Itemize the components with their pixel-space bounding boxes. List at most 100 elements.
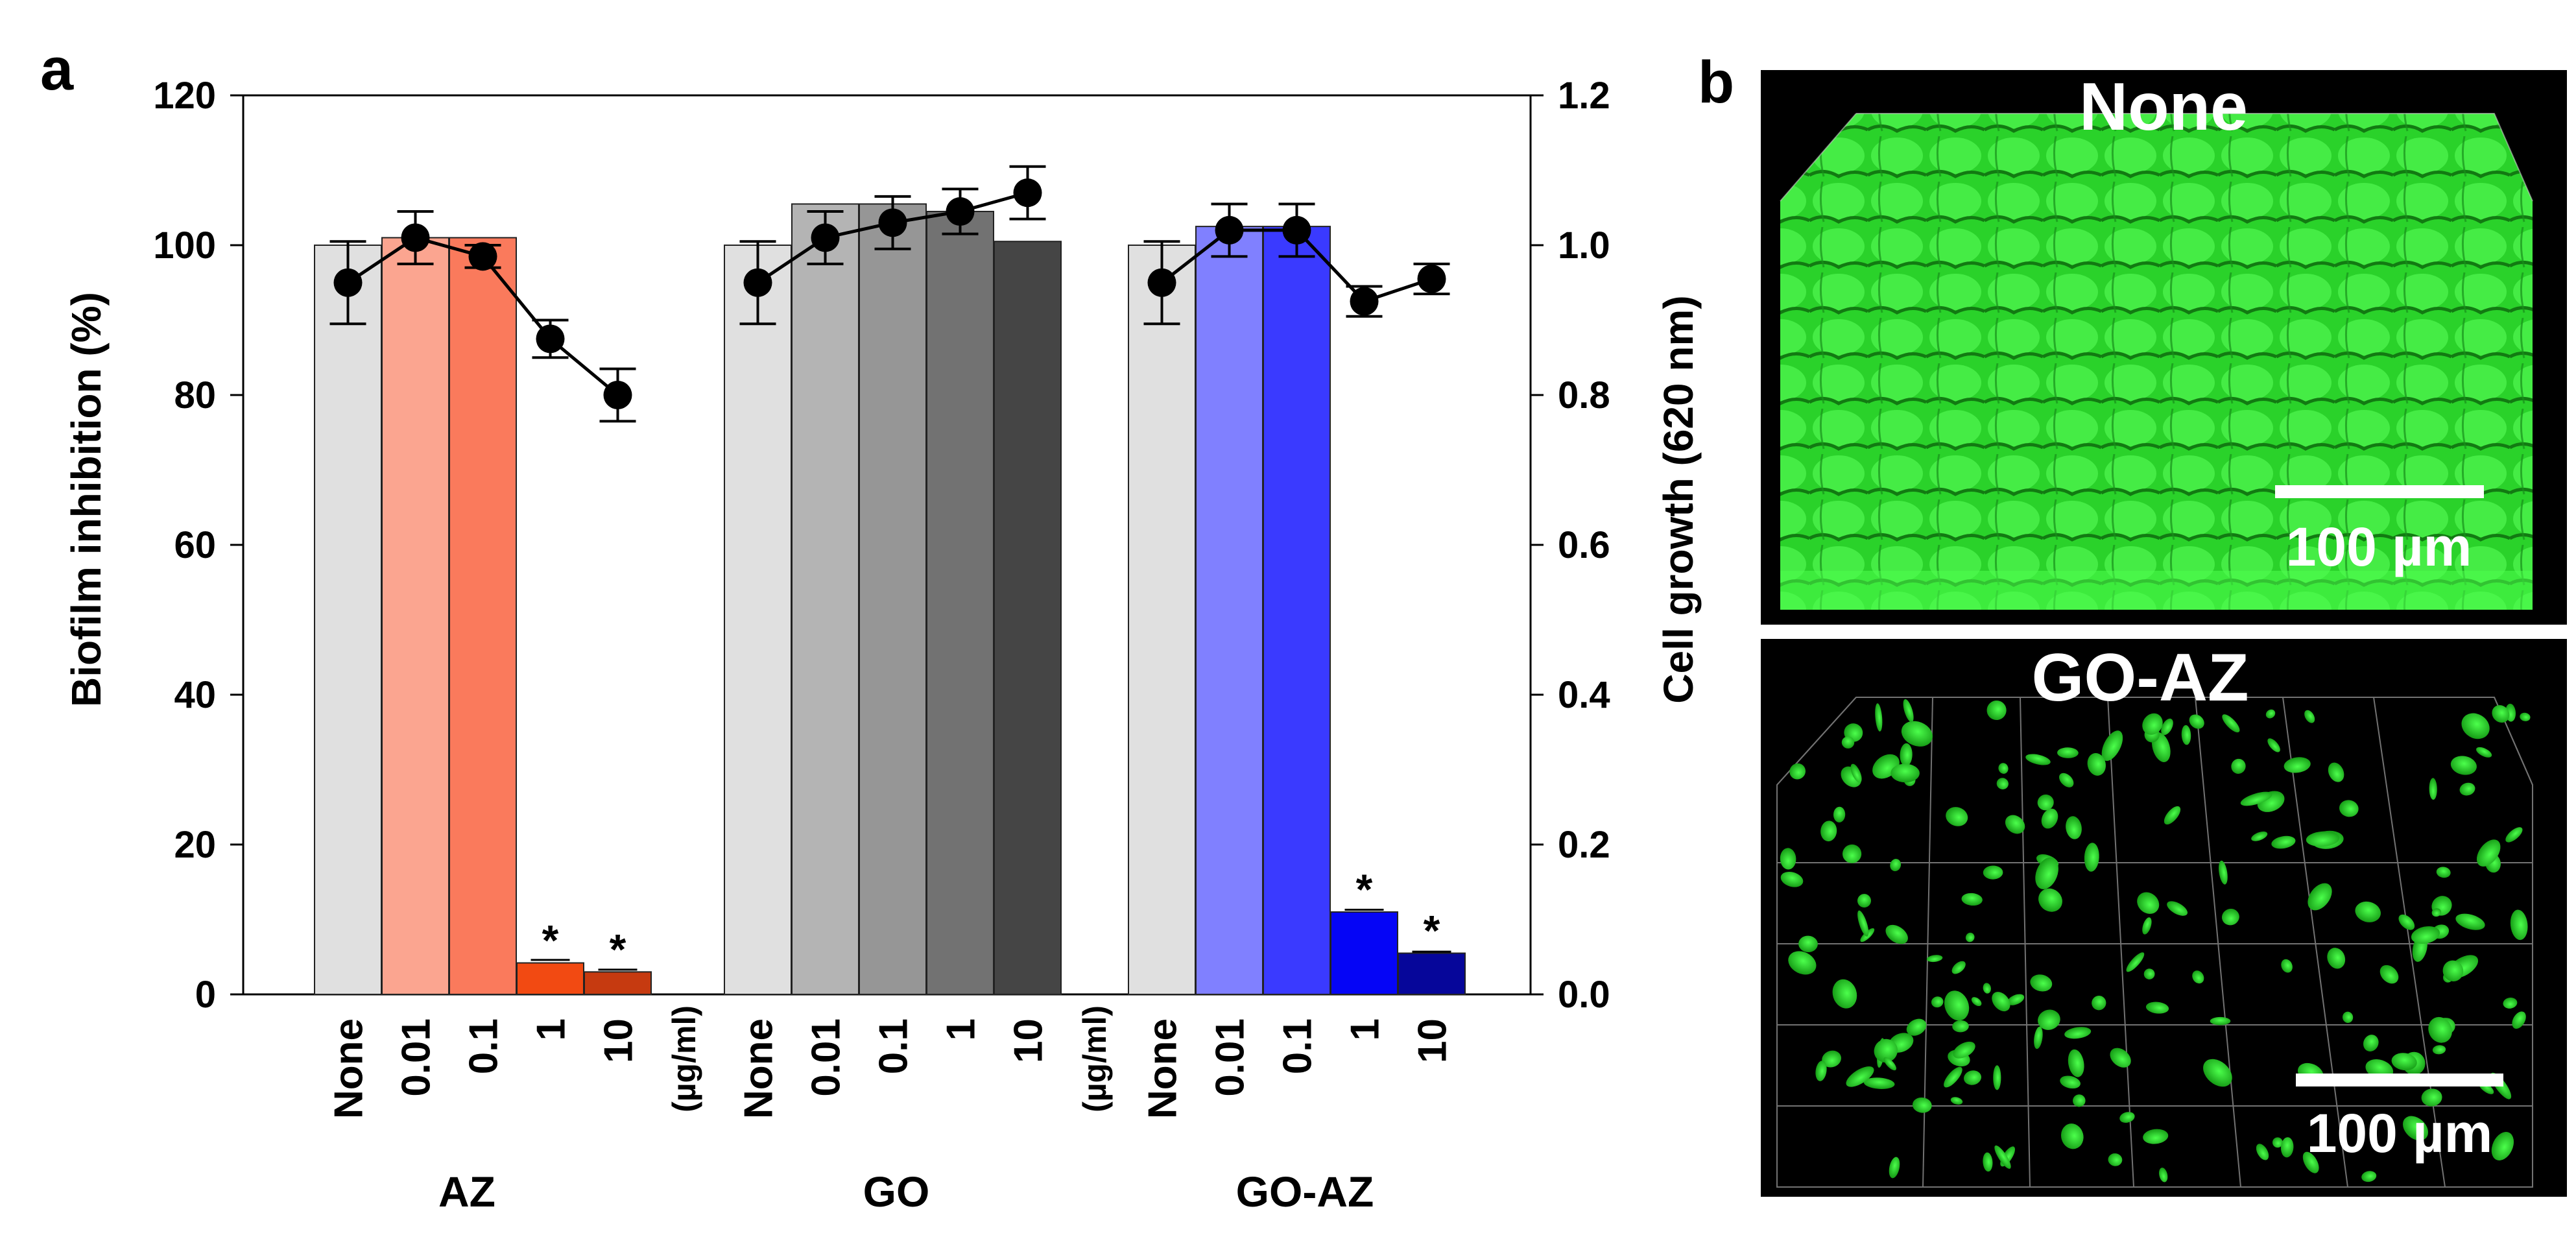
y-tick-label: 60: [174, 524, 216, 566]
biofilm-cluster: [1944, 990, 1970, 1021]
biofilm-cluster: [2189, 714, 2204, 729]
biofilm-cluster: [2459, 782, 2475, 796]
bar: [516, 962, 584, 995]
biofilm-cluster: [1833, 806, 1846, 822]
biofilm-cluster: [2510, 909, 2528, 941]
growth-point: [811, 223, 840, 252]
growth-point: [1282, 215, 1311, 245]
biofilm-cluster: [1798, 935, 1818, 953]
y-tick-label: 20: [174, 824, 216, 866]
biofilm-cluster: [2281, 959, 2293, 973]
biofilm-cluster: [2203, 1059, 2232, 1087]
biofilm-cluster: [2429, 778, 2437, 800]
biofilm-cluster: [2145, 1002, 2169, 1014]
biofilm-cluster: [2432, 1045, 2446, 1055]
y2-axis-title: Cell growth (620 nm): [1655, 295, 1702, 703]
biofilm-cluster: [2363, 1035, 2379, 1052]
biofilm-cluster: [1993, 1065, 2001, 1090]
biofilm-cluster: [2520, 712, 2531, 721]
biofilm-cluster: [1875, 703, 1883, 732]
biofilm-cluster: [2342, 1011, 2354, 1023]
biofilm-cluster: [2005, 815, 2025, 834]
y-tick-label: 0: [195, 974, 216, 1016]
growth-point: [878, 208, 907, 237]
group-label-az: AZ: [438, 1168, 495, 1216]
biofilm-cluster: [1906, 1018, 1927, 1036]
biofilm-cluster: [2391, 1053, 2417, 1071]
category-label: 10: [1007, 1018, 1051, 1063]
biofilm-cluster: [1885, 924, 1908, 944]
biofilm-cluster: [2087, 752, 2106, 776]
biofilm-cluster: [2436, 867, 2451, 878]
biofilm-cluster: [1850, 763, 1862, 783]
scale-bar-top-label: 100 µm: [2286, 516, 2472, 577]
biofilm-cluster: [2181, 725, 2191, 745]
biofilm-cluster: [1983, 865, 2003, 880]
group-label-go-az: GO-AZ: [1236, 1168, 1374, 1216]
y-axis-title: Biofilm inhibition (%): [63, 292, 110, 707]
category-label: 1: [1343, 1018, 1388, 1040]
biofilm-cluster: [2161, 718, 2173, 736]
biofilm-cluster: [2192, 970, 2204, 984]
biofilm-cluster: [2037, 794, 2054, 811]
biofilm-cluster: [1883, 1057, 1896, 1071]
biofilm-cluster: [2142, 713, 2163, 735]
significance-star: *: [610, 925, 626, 973]
bar: [1263, 226, 1331, 995]
biofilm-cluster: [2328, 762, 2344, 782]
biofilm-cluster: [2143, 1129, 2169, 1144]
biofilm-cluster: [1890, 763, 1920, 783]
biofilm-cluster: [2492, 705, 2510, 723]
bar: [1330, 911, 1398, 995]
bar: [381, 237, 449, 996]
biofilm-cluster: [1846, 1066, 1874, 1087]
biofilm-cluster: [2035, 857, 2058, 889]
category-label: 10: [597, 1018, 641, 1063]
biofilm-cluster: [1946, 807, 1968, 826]
biofilm-cluster: [1951, 961, 1966, 974]
biofilm-cluster: [2267, 738, 2280, 752]
growth-point: [1013, 178, 1042, 208]
biofilm-cluster: [2272, 1137, 2283, 1148]
category-label: 0.01: [1208, 1018, 1253, 1097]
biofilm-cluster: [2428, 1016, 2452, 1043]
scale-bar-bottom-label: 100 µm: [2307, 1103, 2493, 1164]
biofilm-cluster: [2101, 730, 2123, 762]
biofilm-cluster: [2164, 806, 2181, 825]
biofilm-cluster: [1961, 893, 1983, 906]
bar: [1398, 952, 1466, 995]
biofilm-cluster: [2142, 917, 2152, 935]
biofilm-cluster: [2256, 1144, 2269, 1160]
category-label: 1: [529, 1018, 574, 1040]
category-label: None: [737, 1018, 781, 1119]
significance-star: *: [1356, 865, 1373, 913]
biofilm-cluster: [2461, 713, 2490, 739]
biofilm-cluster: [2108, 1153, 2123, 1166]
biofilm-cluster: [1952, 1020, 1969, 1033]
growth-point: [468, 242, 497, 271]
biofilm-cluster: [2119, 1112, 2135, 1123]
y2-tick-label: 0.2: [1558, 824, 1610, 866]
bar: [1195, 226, 1263, 995]
biofilm-cluster: [1788, 951, 1817, 975]
biofilm-cluster: [1971, 997, 1982, 1007]
biofilm-cluster: [2361, 1171, 2377, 1182]
significance-star: *: [542, 916, 559, 964]
bar-series: * * * *: [314, 203, 1466, 996]
biofilm-cluster: [1963, 1070, 1982, 1085]
biofilm-cluster: [1944, 1066, 1962, 1088]
biofilm-cluster: [2398, 914, 2415, 930]
biofilm-cluster: [2304, 710, 2315, 723]
biofilm-cluster: [2222, 714, 2240, 733]
growth-point: [946, 197, 975, 226]
growth-point: [1350, 287, 1379, 316]
biofilm-cluster: [1983, 1152, 1993, 1172]
biofilm-cluster: [2231, 758, 2246, 774]
biofilm-cluster: [1841, 736, 1855, 749]
biofilm-cluster: [2284, 757, 2311, 773]
y-tick-label: 80: [174, 374, 216, 416]
biofilm-cluster: [2265, 709, 2276, 719]
panel-a-label: a: [40, 36, 74, 102]
biofilm-cluster: [1926, 955, 1943, 963]
